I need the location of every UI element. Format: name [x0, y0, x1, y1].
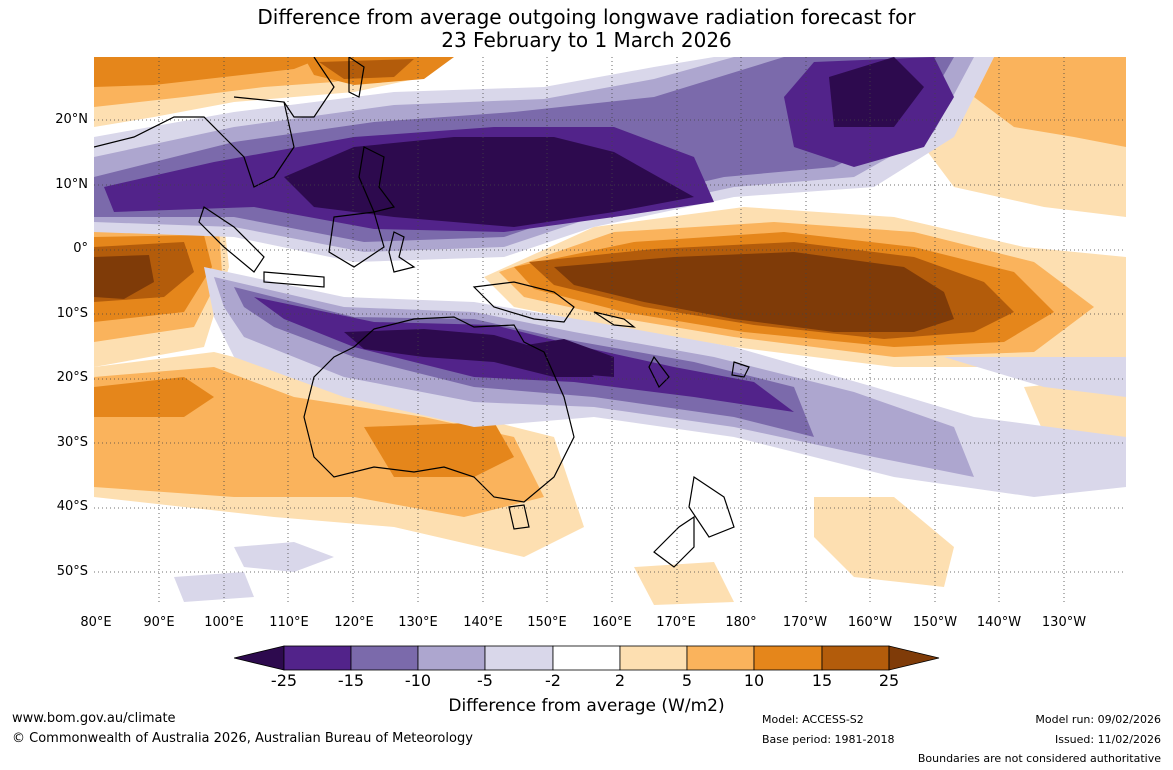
- coast-new-guinea: [472, 281, 575, 323]
- lon-label-80e: 80°E: [80, 615, 112, 630]
- lon-label-110e: 110°E: [269, 615, 309, 630]
- colorbar-bin--5--2: [484, 645, 554, 671]
- lat-label-10s: 10°S: [56, 306, 88, 321]
- colorbar-tick-2: 2: [614, 671, 626, 690]
- lon-label-160w: 160°W: [847, 615, 893, 630]
- coast-indochina: [94, 96, 295, 188]
- anomaly-cp-strongest: [554, 252, 954, 332]
- anomaly-s-strong: [364, 422, 514, 477]
- footer-website[interactable]: www.bom.gov.au/climate: [12, 711, 176, 726]
- coast-australia: [303, 316, 575, 503]
- lon-label-160e: 160°E: [592, 615, 632, 630]
- colorbar-tick--5: -5: [477, 671, 493, 690]
- colorbar-bin-5-10: [686, 645, 755, 671]
- anomaly-far-s: [234, 542, 334, 572]
- anomaly-se-band: [944, 357, 1126, 397]
- colorbar-tick-10: 10: [743, 671, 765, 690]
- graticule: [94, 57, 1126, 605]
- colorbar-low-extend: [234, 645, 285, 671]
- coast-fiji: [731, 361, 750, 378]
- negative-anomaly-fields: [94, 57, 1126, 602]
- lat-label-20n: 20°N: [55, 112, 88, 127]
- footer-base-period: Base period: 1981-2018: [762, 733, 895, 746]
- coastlines: [94, 57, 750, 568]
- coast-taiwan-japan: [348, 57, 365, 98]
- anomaly-w-strongest: [94, 255, 154, 299]
- chart-title-line1: Difference from average outgoing longwav…: [257, 5, 916, 29]
- anomaly-nw-strong: [94, 57, 324, 87]
- colorbar-bin-2-5: [619, 645, 688, 671]
- colorbar-tick--15: -15: [337, 671, 365, 690]
- colorbar-tick--25: -25: [270, 671, 298, 690]
- anomaly-n-band-strongest: [284, 137, 694, 227]
- anomaly-sw-strong: [94, 377, 214, 417]
- footer-disclaimer: Boundaries are not considered authoritat…: [917, 752, 1161, 765]
- coast-sumatra: [198, 206, 265, 273]
- colorbar-bin--25--15: [283, 645, 352, 671]
- colorbar-bin-15-25: [821, 645, 890, 671]
- lon-label-130e: 130°E: [398, 615, 438, 630]
- colorbar-tick--10: -10: [404, 671, 432, 690]
- colorbar-tick--2: -2: [545, 671, 561, 690]
- colorbar-bin--15--10: [350, 645, 419, 671]
- colorbar-bin--10--5: [417, 645, 486, 671]
- lon-label-100e: 100°E: [204, 615, 244, 630]
- lon-label-130w: 130°W: [1041, 615, 1087, 630]
- lon-label-140e: 140°E: [463, 615, 503, 630]
- coast-new-zealand-n: [688, 475, 735, 538]
- lat-label-50s: 50°S: [56, 564, 88, 579]
- colorbar-tick-15: 15: [811, 671, 833, 690]
- coast-tasmania: [508, 504, 530, 530]
- coast-solomons: [593, 311, 636, 328]
- lat-label-0: 0°: [73, 241, 88, 256]
- colorbar-label: Difference from average (W/m2): [448, 696, 725, 716]
- anomaly-s-band-strongest: [344, 329, 594, 377]
- lat-label-20s: 20°S: [56, 370, 88, 385]
- olr-anomaly-map: [94, 57, 1126, 605]
- coast-new-zealand-s: [653, 515, 695, 568]
- colorbar-bin--2-2: [552, 645, 621, 671]
- lon-label-140w: 140°W: [976, 615, 1022, 630]
- coast-philippines: [358, 146, 396, 213]
- lat-label-40s: 40°S: [56, 499, 88, 514]
- lon-label-90e: 90°E: [143, 615, 175, 630]
- colorbar-high-extend: [888, 645, 940, 671]
- anomaly-n-strongest: [319, 59, 414, 79]
- coast-borneo: [328, 211, 385, 268]
- coast-china: [283, 57, 335, 118]
- chart-title-line2: 23 February to 1 March 2026: [441, 28, 732, 52]
- positive-anomaly-fields: [94, 57, 1126, 605]
- lon-label-180: 180°: [725, 615, 757, 630]
- anomaly-se-light: [814, 497, 954, 587]
- lon-label-170w: 170°W: [782, 615, 828, 630]
- lon-label-120e: 120°E: [334, 615, 374, 630]
- colorbar-tick-5: 5: [681, 671, 693, 690]
- anomaly-s-band-strongest2: [514, 339, 614, 377]
- anomaly-s-light2: [634, 562, 734, 605]
- footer-copyright: © Commonwealth of Australia 2026, Austra…: [12, 731, 473, 746]
- anomaly-far-s2: [174, 572, 254, 602]
- anomaly-sw-mid: [94, 367, 544, 517]
- coast-java: [263, 271, 325, 288]
- colorbar: [234, 645, 940, 671]
- colorbar-tick-25: 25: [878, 671, 900, 690]
- anomaly-ne-mid: [974, 57, 1126, 147]
- coast-vanuatu-fiji: [648, 355, 670, 389]
- lat-label-30s: 30°S: [56, 435, 88, 450]
- coast-sulawesi: [388, 231, 416, 273]
- anomaly-np-strongest: [829, 57, 924, 127]
- footer-issued: Issued: 11/02/2026: [1054, 733, 1161, 746]
- colorbar-bin-10-15: [753, 645, 823, 671]
- lon-label-170e: 170°E: [656, 615, 696, 630]
- lon-label-150e: 150°E: [527, 615, 567, 630]
- lon-label-150w: 150°W: [912, 615, 958, 630]
- lat-label-10n: 10°N: [55, 177, 88, 192]
- footer-model-run: Model run: 09/02/2026: [1035, 713, 1161, 726]
- footer-model: Model: ACCESS-S2: [762, 713, 864, 726]
